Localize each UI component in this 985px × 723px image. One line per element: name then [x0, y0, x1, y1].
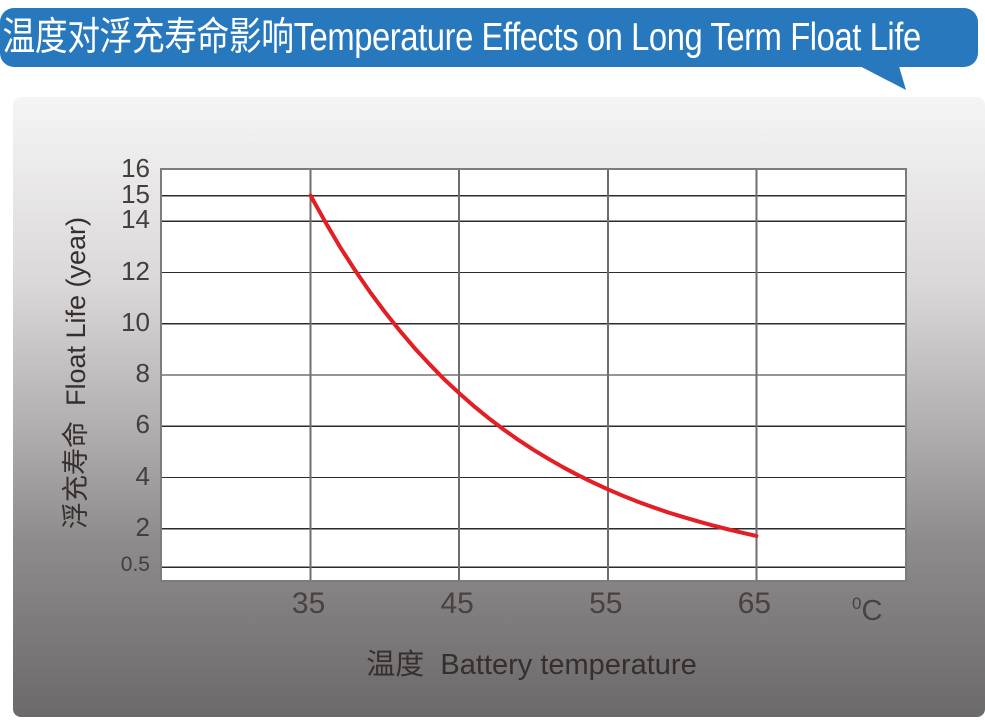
- y-tick-label: 16: [121, 153, 150, 183]
- x-tick-label: 35: [291, 587, 326, 620]
- y-tick-label: 8: [135, 358, 150, 388]
- banner-tail-shape: [854, 63, 906, 90]
- y-tick-label: 14: [121, 204, 150, 235]
- x-axis-unit: 0C: [852, 588, 882, 627]
- float-life-curve-chart: [162, 170, 905, 580]
- x-tick-label: 45: [440, 587, 474, 620]
- x-axis-ticks: 35 45 55 65: [160, 588, 903, 624]
- plot-area: [160, 168, 907, 582]
- x-axis-title: 温度 Battery temperature: [366, 649, 697, 681]
- y-tick-label: 15: [121, 178, 150, 209]
- page-title: 温度对浮充寿命影响Temperature Effects on Long Ter…: [2, 16, 922, 59]
- x-tick-label: 65: [737, 587, 772, 620]
- x-axis-unit-base: C: [861, 595, 883, 627]
- y-tick-label: 4: [135, 460, 150, 491]
- x-tick-label: 55: [589, 587, 623, 620]
- float-life-vs-temperature-line: [308, 193, 759, 538]
- banner-tail-pointer: [854, 63, 906, 90]
- y-tick-label: 10: [121, 306, 150, 337]
- x-axis-unit-sup: 0: [852, 594, 862, 613]
- y-tick-label: 6: [135, 409, 150, 440]
- title-banner: 温度对浮充寿命影响Temperature Effects on Long Ter…: [0, 8, 978, 67]
- y-tick-label: 12: [121, 255, 150, 286]
- y-tick-label: 2: [135, 511, 150, 542]
- y-tick-label: 0.5: [120, 553, 150, 577]
- y-axis-ticks: 16 15 14 12 10 8 6 4 2 0.5: [66, 153, 150, 578]
